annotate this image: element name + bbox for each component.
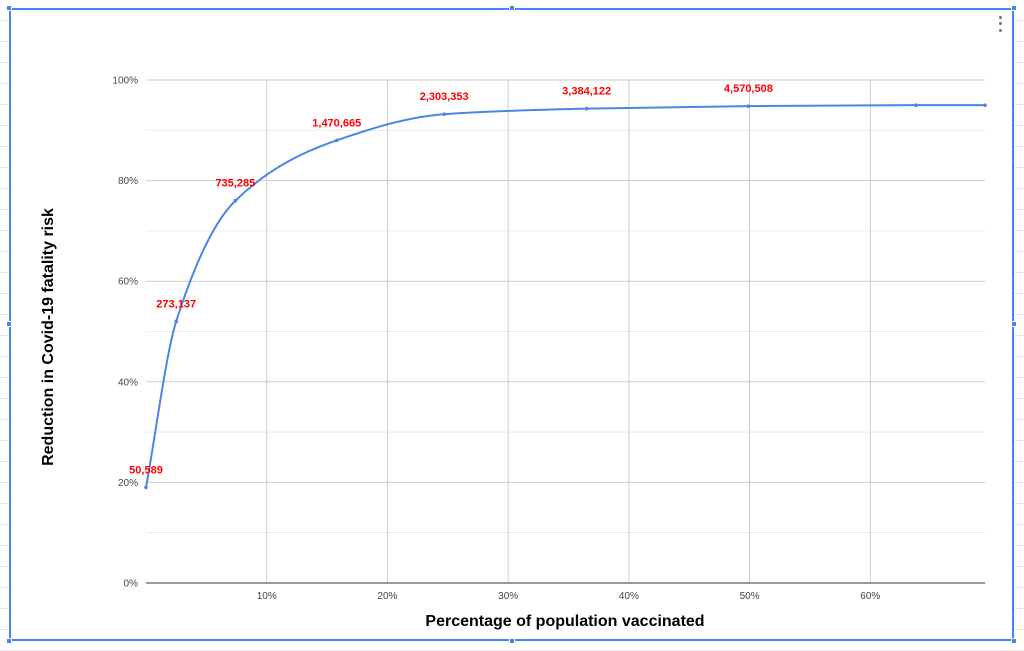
data-point bbox=[233, 198, 238, 203]
resize-handle-middle-left[interactable] bbox=[6, 321, 12, 327]
data-label: 735,285 bbox=[215, 178, 255, 190]
data-point bbox=[914, 103, 918, 107]
resize-handle-bottom-right[interactable] bbox=[1011, 638, 1017, 644]
data-labels-layer: 50,589 273,137 735,285 1,470,665 2,303,353 3,… bbox=[129, 83, 773, 476]
data-label: 3,384,122 bbox=[562, 86, 611, 98]
data-label: 4,570,508 bbox=[724, 83, 773, 95]
data-point bbox=[983, 103, 987, 107]
resize-handle-top-left[interactable] bbox=[6, 5, 12, 11]
data-point bbox=[144, 485, 148, 490]
resize-handle-top-center[interactable] bbox=[509, 5, 515, 11]
y-tick-label: 0% bbox=[124, 579, 139, 590]
x-tick-label: 60% bbox=[860, 591, 880, 602]
x-axis-tick-labels: 10% 20% 30% 40% 50% 60% bbox=[257, 591, 881, 602]
resize-handle-bottom-center[interactable] bbox=[509, 638, 515, 644]
horizontal-gridlines bbox=[146, 79, 985, 534]
data-point bbox=[746, 104, 751, 108]
resize-handle-middle-right[interactable] bbox=[1011, 321, 1017, 327]
resize-handle-bottom-left[interactable] bbox=[6, 638, 12, 644]
data-point bbox=[334, 138, 339, 143]
data-label: 1,470,665 bbox=[312, 117, 361, 129]
kebab-menu-icon[interactable] bbox=[994, 14, 1006, 34]
data-label: 2,303,353 bbox=[420, 91, 469, 103]
y-axis-tick-labels: 0% 20% 40% 60% 80% 100% bbox=[112, 76, 138, 590]
series-layer bbox=[144, 103, 987, 490]
series-line bbox=[145, 104, 985, 488]
resize-handle-top-right[interactable] bbox=[1011, 5, 1017, 11]
y-tick-label: 80% bbox=[118, 176, 138, 187]
data-point bbox=[174, 319, 178, 324]
y-tick-label: 20% bbox=[118, 478, 138, 489]
x-tick-label: 20% bbox=[377, 591, 397, 602]
y-tick-label: 100% bbox=[112, 76, 138, 87]
x-axis-title: Percentage of population vaccinated bbox=[425, 613, 704, 630]
x-tick-label: 40% bbox=[619, 591, 639, 602]
x-tick-label: 50% bbox=[740, 591, 760, 602]
y-tick-label: 40% bbox=[118, 377, 138, 388]
x-tick-label: 10% bbox=[257, 591, 277, 602]
y-tick-label: 60% bbox=[118, 277, 138, 288]
data-point bbox=[584, 106, 589, 111]
data-point bbox=[442, 112, 446, 117]
x-tick-label: 30% bbox=[498, 591, 518, 602]
y-axis-title: Reduction in Covid-19 fatality risk bbox=[40, 208, 57, 466]
data-label: 273,137 bbox=[156, 298, 196, 310]
data-label: 50,589 bbox=[129, 464, 163, 476]
chart-frame[interactable] bbox=[9, 8, 1014, 641]
